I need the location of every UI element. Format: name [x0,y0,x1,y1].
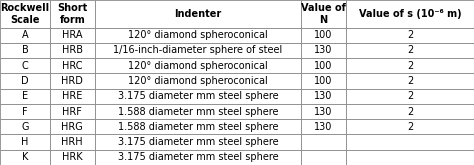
Bar [0,73,50,89]
Bar [301,119,346,134]
Bar [301,134,346,150]
Bar [95,134,301,150]
Text: K: K [22,152,28,162]
Text: 100: 100 [314,76,333,86]
Text: 120° diamond spheroconical: 120° diamond spheroconical [128,30,268,40]
Text: 120° diamond spheroconical: 120° diamond spheroconical [128,61,268,71]
Bar [50,43,95,58]
Text: 120° diamond spheroconical: 120° diamond spheroconical [128,76,268,86]
Bar [0,58,50,73]
Bar [301,104,346,119]
Bar [0,43,50,58]
Text: 100: 100 [314,30,333,40]
Text: B: B [21,45,28,55]
Bar [346,104,474,119]
Text: 2: 2 [407,91,413,101]
Bar [50,89,95,104]
Text: 130: 130 [314,107,333,116]
Bar [95,89,301,104]
Text: HRA: HRA [62,30,82,40]
Text: 130: 130 [314,91,333,101]
Bar [0,104,50,119]
Text: 1.588 diameter mm steel sphere: 1.588 diameter mm steel sphere [118,107,278,116]
Bar [301,43,346,58]
Bar [301,28,346,43]
Bar [0,150,50,165]
Bar [95,150,301,165]
Text: HRC: HRC [62,61,82,71]
Text: Value of
N: Value of N [301,2,346,25]
Text: HRB: HRB [62,45,83,55]
Bar [0,89,50,104]
Text: 2: 2 [407,122,413,132]
Bar [346,119,474,134]
Bar [95,119,301,134]
Text: Indenter: Indenter [174,9,221,19]
Text: 3.175 diameter mm steel sphere: 3.175 diameter mm steel sphere [118,152,278,162]
Text: 2: 2 [407,45,413,55]
Text: HRD: HRD [61,76,83,86]
Bar [346,73,474,89]
Bar [346,0,474,28]
Text: D: D [21,76,29,86]
Text: 1/16-inch-diameter sphere of steel: 1/16-inch-diameter sphere of steel [113,45,283,55]
Bar [50,28,95,43]
Bar [346,150,474,165]
Text: F: F [22,107,27,116]
Bar [0,28,50,43]
Bar [50,58,95,73]
Bar [346,134,474,150]
Bar [301,58,346,73]
Text: H: H [21,137,28,147]
Text: 2: 2 [407,76,413,86]
Bar [50,104,95,119]
Bar [346,58,474,73]
Bar [95,28,301,43]
Text: 130: 130 [314,45,333,55]
Bar [346,43,474,58]
Bar [301,150,346,165]
Bar [346,89,474,104]
Bar [301,0,346,28]
Text: 2: 2 [407,61,413,71]
Bar [301,89,346,104]
Bar [95,0,301,28]
Text: HRH: HRH [62,137,83,147]
Bar [50,150,95,165]
Bar [0,119,50,134]
Text: Value of s (10⁻⁶ m): Value of s (10⁻⁶ m) [359,9,461,19]
Text: 1.588 diameter mm steel sphere: 1.588 diameter mm steel sphere [118,122,278,132]
Bar [95,104,301,119]
Text: Rockwell
Scale: Rockwell Scale [0,2,49,25]
Text: G: G [21,122,28,132]
Bar [95,73,301,89]
Text: Short
form: Short form [57,2,87,25]
Bar [50,134,95,150]
Text: HRF: HRF [63,107,82,116]
Text: 2: 2 [407,107,413,116]
Bar [95,43,301,58]
Text: 2: 2 [407,30,413,40]
Text: C: C [21,61,28,71]
Text: 100: 100 [314,61,333,71]
Bar [95,58,301,73]
Bar [0,134,50,150]
Text: HRE: HRE [62,91,82,101]
Text: 130: 130 [314,122,333,132]
Bar [301,73,346,89]
Text: HRK: HRK [62,152,82,162]
Text: HRG: HRG [62,122,83,132]
Text: 3.175 diameter mm steel sphere: 3.175 diameter mm steel sphere [118,137,278,147]
Text: E: E [22,91,28,101]
Bar [0,0,50,28]
Text: A: A [22,30,28,40]
Bar [346,28,474,43]
Text: 3.175 diameter mm steel sphere: 3.175 diameter mm steel sphere [118,91,278,101]
Bar [50,0,95,28]
Bar [50,119,95,134]
Bar [50,73,95,89]
